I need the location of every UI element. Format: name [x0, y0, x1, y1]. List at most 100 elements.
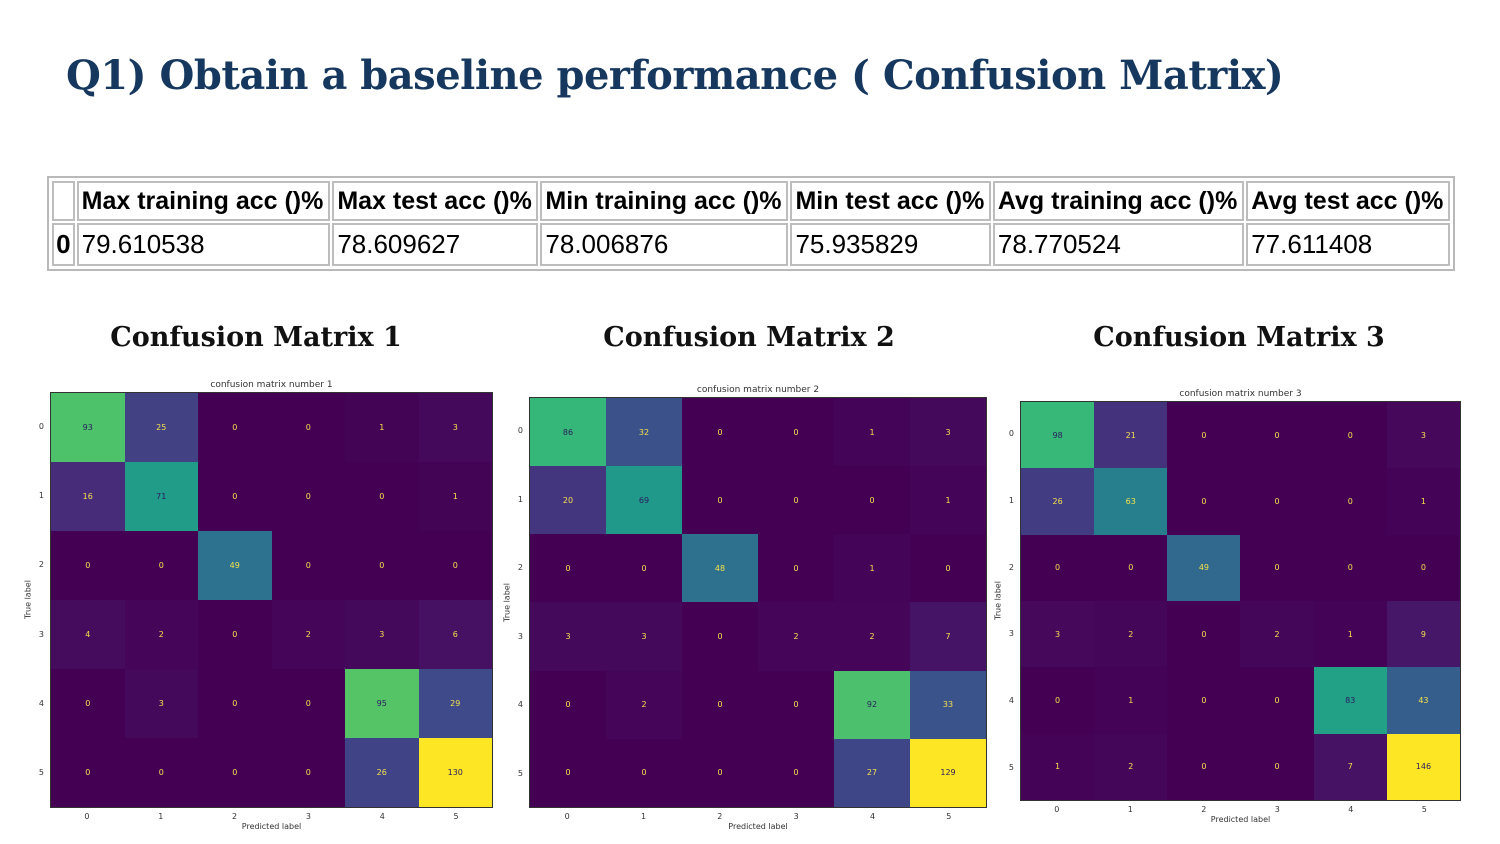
- cm2-cell-3-3: 2: [758, 602, 834, 671]
- cm3-cell-2-3: 0: [1240, 534, 1314, 601]
- cm2-cell-5-4: 27: [834, 738, 910, 807]
- max-test-acc-header: Max test acc ()%: [332, 181, 539, 222]
- cm3-cell-2-2: 49: [1167, 534, 1241, 601]
- cm1-cell-2-1: 0: [124, 531, 198, 600]
- cm1-y-tick-5: 5: [38, 768, 44, 778]
- cm3-cell-1-3: 0: [1240, 468, 1314, 535]
- cm2-cell-2-4: 1: [834, 534, 910, 603]
- cm2-cell-4-1: 2: [606, 670, 682, 739]
- cm1-y-axis-label: True label: [23, 580, 33, 619]
- cm3-cell-5-4: 7: [1313, 733, 1387, 800]
- cm1-x-tick-2: 2: [232, 812, 238, 821]
- cm2-cell-4-5: 33: [910, 670, 986, 739]
- cm3-y-tick-5: 5: [1008, 762, 1014, 772]
- cm2-cell-1-2: 0: [682, 466, 758, 535]
- cm1-cell-2-5: 0: [418, 531, 492, 600]
- cm1-cell-5-0: 0: [51, 738, 125, 807]
- cm3-y-tick-2: 2: [1008, 562, 1014, 572]
- cm2-cell-4-0: 0: [530, 670, 606, 739]
- cm2-y-tick-0: 0: [517, 426, 523, 436]
- cm3-cell-4-3: 0: [1240, 667, 1314, 734]
- cm2-cell-0-3: 0: [758, 398, 834, 467]
- cm2-cell-0-5: 3: [910, 398, 986, 467]
- min-training-acc-header: Min training acc ()%: [540, 181, 789, 222]
- cm3-heatmap-grid: 98 21 0 0 0 3 26 63 0 0 0 1 0 0 49 0 0 0 3 2 0 2 1 9 0 1 0 0 83 43 1 2 0…: [1020, 401, 1461, 801]
- cm1-x-tick-1: 1: [158, 812, 164, 821]
- cm2-cell-3-0: 3: [530, 602, 606, 671]
- cm3-cell-0-2: 0: [1167, 402, 1241, 469]
- cm1-y-tick-1: 1: [38, 491, 44, 500]
- table-row: 0 79.610538 78.609627 78.006876 75.93582…: [52, 223, 1450, 266]
- cm3-cell-1-4: 0: [1313, 468, 1387, 535]
- cm3-cell-5-5: 146: [1386, 733, 1460, 800]
- cm1-cell-0-5: 3: [418, 393, 492, 462]
- cm3-cell-3-0: 3: [1021, 601, 1095, 668]
- cm3-cell-4-5: 43: [1386, 667, 1460, 734]
- cm2-y-tick-4: 4: [517, 700, 523, 710]
- cm3-cell-3-2: 0: [1167, 601, 1241, 668]
- cm1-cell-1-5: 1: [418, 462, 492, 531]
- cm3-cell-1-2: 0: [1167, 468, 1241, 535]
- cm1-cell-5-4: 26: [345, 738, 419, 807]
- accuracy-table-frame: Max training acc ()% Max test acc ()% Mi…: [47, 176, 1455, 271]
- cm3-x-tick-4: 4: [1348, 805, 1354, 814]
- cm2-cell-4-3: 0: [758, 670, 834, 739]
- cm3-cell-5-3: 0: [1240, 733, 1314, 800]
- cm1-cell-4-1: 3: [124, 669, 198, 738]
- min-training-acc-cell: 78.006876: [540, 223, 789, 266]
- cm2-cell-1-0: 20: [530, 466, 606, 535]
- cm1-cell-3-1: 2: [124, 600, 198, 669]
- cm1-plot-title: confusion matrix number 1: [210, 380, 333, 390]
- cm3-cell-1-0: 26: [1021, 468, 1095, 535]
- cm1-cell-2-2: 49: [198, 531, 272, 600]
- row-index-cell: 0: [52, 223, 75, 266]
- cm2-cell-3-1: 3: [606, 602, 682, 671]
- cm2-cell-1-5: 1: [910, 466, 986, 535]
- cm1-x-tick-5: 5: [453, 812, 459, 821]
- cm2-cell-2-1: 0: [606, 534, 682, 603]
- max-training-acc-cell: 79.610538: [76, 223, 331, 266]
- cm1-x-axis-label: Predicted label: [241, 822, 302, 831]
- cm3-y-tick-0: 0: [1008, 429, 1014, 439]
- cm2-x-axis-label: Predicted label: [728, 822, 788, 831]
- cm2-cell-2-0: 0: [530, 534, 606, 603]
- cm3-cell-4-4: 83: [1313, 667, 1387, 734]
- cm3-cell-2-1: 0: [1094, 534, 1168, 601]
- cm1-cell-0-1: 25: [124, 393, 198, 462]
- cm3-cell-3-1: 2: [1094, 601, 1168, 668]
- confusion-matrix-3-heading: Confusion Matrix 3: [1093, 322, 1385, 353]
- cm2-cell-0-0: 86: [530, 398, 606, 467]
- cm2-cell-1-3: 0: [758, 466, 834, 535]
- cm1-cell-5-5: 130: [418, 738, 492, 807]
- cm2-y-tick-3: 3: [517, 631, 523, 641]
- avg-test-acc-header: Avg test acc ()%: [1246, 181, 1450, 222]
- cm2-cell-2-3: 0: [758, 534, 834, 603]
- cm2-cell-5-3: 0: [758, 738, 834, 807]
- cm3-cell-2-4: 0: [1313, 534, 1387, 601]
- slide-title: Q1) Obtain a baseline performance ( Conf…: [66, 52, 1284, 99]
- accuracy-table: Max training acc ()% Max test acc ()% Mi…: [50, 179, 1452, 268]
- cm2-cell-3-4: 2: [834, 602, 910, 671]
- confusion-matrix-1-heading: Confusion Matrix 1: [110, 322, 402, 353]
- cm2-cell-5-0: 0: [530, 738, 606, 807]
- max-test-acc-cell: 78.609627: [332, 223, 539, 266]
- cm1-heatmap-grid: 93 25 0 0 1 3 16 71 0 0 0 1 0 0 49 0 0 0 4 2 0 2 3 6 0 3 0 0 95 29 0 0 0…: [50, 392, 493, 808]
- cm1-cell-0-2: 0: [198, 393, 272, 462]
- cm2-cell-5-2: 0: [682, 738, 758, 807]
- cm3-y-tick-1: 1: [1008, 496, 1014, 505]
- max-training-acc-header: Max training acc ()%: [76, 181, 331, 222]
- cm2-cell-1-1: 69: [606, 466, 682, 535]
- confusion-matrix-2-heading: Confusion Matrix 2: [603, 322, 895, 353]
- confusion-matrix-1-chart: confusion matrix number 1 93 25 0 0 1 3 16 71 0 0 0…: [24, 376, 503, 844]
- cm1-cell-3-3: 2: [271, 600, 345, 669]
- cm1-y-tick-0: 0: [38, 421, 44, 431]
- cm3-cell-5-0: 1: [1021, 733, 1095, 800]
- cm2-cell-2-2: 48: [682, 534, 758, 603]
- cm3-y-tick-3: 3: [1008, 629, 1014, 639]
- cm1-cell-5-3: 0: [271, 738, 345, 807]
- cm2-cell-4-2: 0: [682, 670, 758, 739]
- cm1-cell-4-2: 0: [198, 669, 272, 738]
- cm1-cell-3-0: 4: [51, 600, 125, 669]
- cm1-y-tick-4: 4: [38, 699, 44, 708]
- cm3-cell-1-1: 63: [1094, 468, 1168, 535]
